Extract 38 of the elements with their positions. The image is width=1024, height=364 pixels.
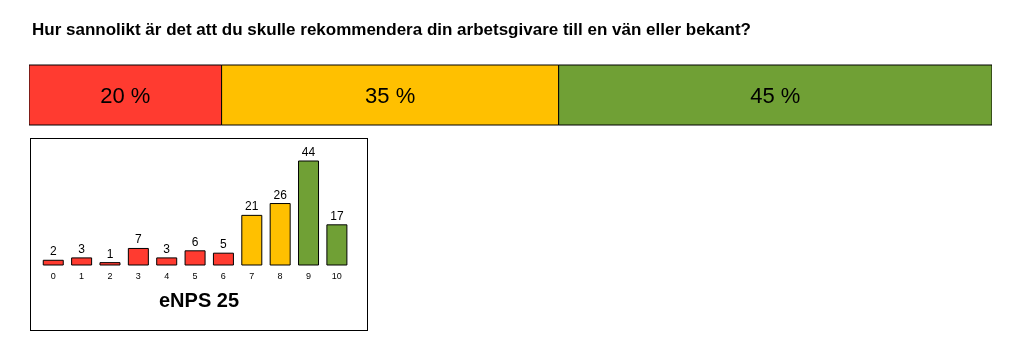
x-tick-label: 1 [79,271,85,282]
bar [99,262,121,266]
data-label: 2 [49,244,57,259]
x-tick-label: 5 [192,271,198,282]
data-label: 1 [106,246,114,261]
bar [156,257,178,266]
data-label: 35 % [365,82,416,108]
data-label: 26 [273,187,288,202]
bar [184,250,206,266]
data-label: 20 % [100,82,151,108]
data-label: 17 [330,208,344,223]
x-tick-label: 2 [107,271,113,282]
data-label: 7 [135,232,142,247]
bar [71,257,93,266]
data-label: 3 [78,241,86,256]
x-tick-label: 3 [135,271,141,282]
data-label: 3 [163,241,171,256]
x-tick-label: 9 [305,271,311,282]
x-tick-label: 10 [331,271,342,282]
x-axis-title: eNPS 25 [157,289,241,312]
chart-title: Hur sannolikt är det att du skulle rekommendera din arbetsgivare till en vän eller bekant? [31,20,752,41]
x-tick-label: 7 [249,271,255,282]
data-label: 21 [245,199,259,214]
bar [298,160,320,266]
x-tick-label: 6 [220,271,226,282]
x-tick-label: 8 [277,271,283,282]
bar [42,259,64,266]
data-label: 5 [220,237,228,252]
data-label: 6 [191,234,199,249]
bar [127,247,149,266]
x-tick-label: 4 [164,271,170,282]
data-label: 44 [301,145,316,159]
bar [269,203,291,266]
bar [326,224,348,266]
bar [241,214,263,266]
data-label: 45 % [750,82,801,108]
x-tick-label: 0 [50,271,56,282]
bar [212,252,234,266]
